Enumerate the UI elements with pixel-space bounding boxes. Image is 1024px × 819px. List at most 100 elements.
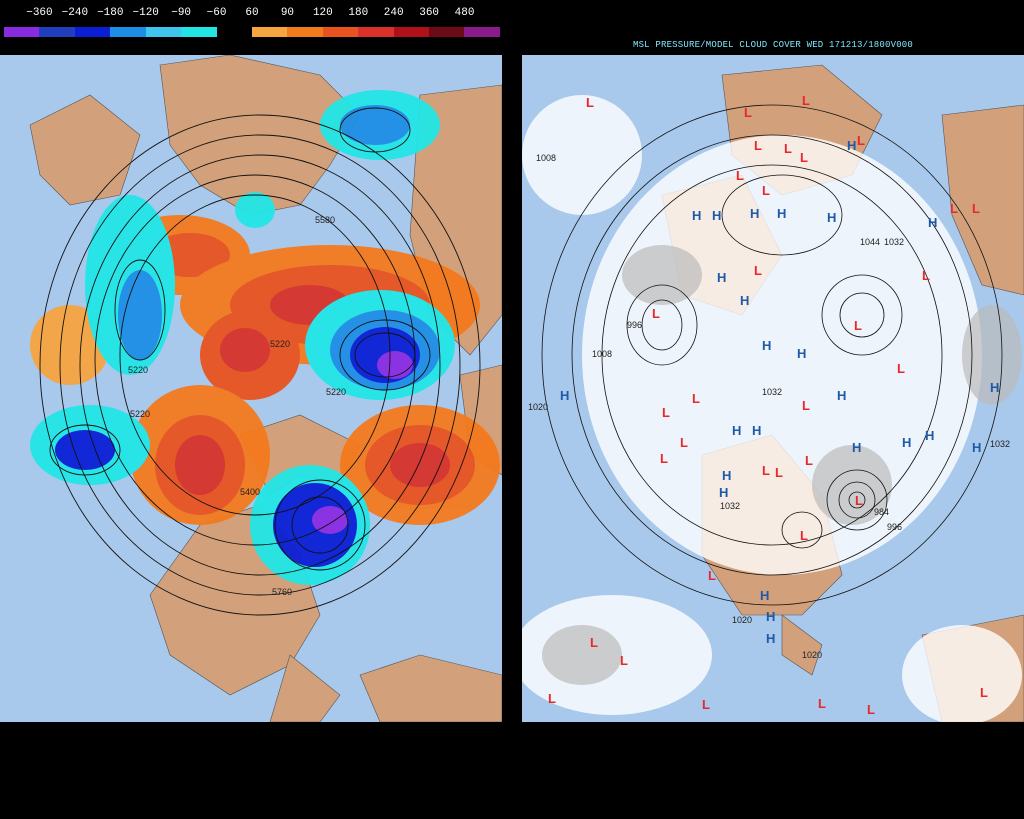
msl-pressure-panel: MSL PRESSURE/MODEL CLOUD COVER WED 17121… xyxy=(522,0,1024,819)
low-marker: L xyxy=(800,150,808,165)
high-marker: H xyxy=(847,138,856,153)
low-marker: L xyxy=(867,702,875,717)
colorbar-label: 120 xyxy=(312,7,333,19)
contour-label: 5580 xyxy=(315,215,335,225)
low-marker: L xyxy=(800,528,808,543)
low-marker: L xyxy=(762,463,770,478)
msl-pressure-map[interactable]: 1008 1020 1008 996 1044 1032 1032 1020 1… xyxy=(522,55,1024,722)
contour-label: 5220 xyxy=(130,409,150,419)
high-marker: H xyxy=(732,423,741,438)
msl-map-title: MSL PRESSURE/MODEL CLOUD COVER WED 17121… xyxy=(632,40,914,50)
low-marker: L xyxy=(586,95,594,110)
contour-label: 5220 xyxy=(270,339,290,349)
colorbar-swatch xyxy=(74,27,111,37)
colorbar-label: 240 xyxy=(383,7,404,19)
contour-label: 5400 xyxy=(240,487,260,497)
low-marker: L xyxy=(775,465,783,480)
colorbar-labels: −360 −240 −180 −120 −90 −60 60 90 120 180 240 360 48… xyxy=(4,6,500,22)
low-pressure-markers: L L L L L L L L L L L L L L L L L L L L xyxy=(548,93,988,717)
high-marker: H xyxy=(797,346,806,361)
colorbar-label: −60 xyxy=(206,7,227,19)
isobar-label: 1020 xyxy=(802,650,822,660)
low-marker: L xyxy=(680,435,688,450)
high-marker: H xyxy=(752,423,761,438)
isobar-label: 1032 xyxy=(990,439,1010,449)
high-marker: H xyxy=(766,609,775,624)
low-marker: L xyxy=(802,398,810,413)
low-marker: L xyxy=(897,361,905,376)
low-marker: L xyxy=(784,141,792,156)
low-marker: L xyxy=(818,696,826,711)
left-map-svg: 5580 5220 5220 5220 5220 5760 5400 xyxy=(0,55,502,722)
colorbar-swatch xyxy=(181,27,217,37)
high-marker: H xyxy=(972,440,981,455)
high-marker: H xyxy=(837,388,846,403)
high-marker: H xyxy=(719,485,728,500)
colorbar-swatch xyxy=(110,27,146,37)
high-marker: H xyxy=(902,435,911,450)
low-marker: L xyxy=(662,405,670,420)
colorbar-swatch xyxy=(287,27,323,37)
low-marker: L xyxy=(736,168,744,183)
isobar-label: 1044 xyxy=(860,237,880,247)
high-marker: H xyxy=(928,215,937,230)
low-marker: L xyxy=(857,133,865,148)
contour-label: 5220 xyxy=(326,387,346,397)
low-marker: L xyxy=(980,685,988,700)
low-marker: L xyxy=(754,263,762,278)
high-marker: H xyxy=(777,206,786,221)
isobar-label: 1032 xyxy=(720,501,740,511)
low-marker: L xyxy=(950,201,958,216)
colorbar-swatch xyxy=(145,27,182,37)
high-pressure-markers: H H H H H H H H H H H H H H H H H H H H xyxy=(560,138,999,646)
isobar-label: 984 xyxy=(874,507,889,517)
isobar-label: 1008 xyxy=(536,153,556,163)
low-marker: L xyxy=(660,451,668,466)
low-marker: L xyxy=(708,568,716,583)
colorbar-swatch xyxy=(251,27,288,37)
colorbar-swatch xyxy=(429,27,465,37)
high-marker: H xyxy=(717,270,726,285)
height-anomaly-panel: −360 −240 −180 −120 −90 −60 60 90 120 180 240 360 48… xyxy=(0,0,502,819)
left-contour-labels: 5580 5220 5220 5220 5220 5760 5400 xyxy=(128,215,346,597)
isobars xyxy=(541,104,1003,606)
low-marker: L xyxy=(855,493,863,508)
low-marker: L xyxy=(548,691,556,706)
high-marker: H xyxy=(740,293,749,308)
colorbar-label: −180 xyxy=(97,7,124,19)
high-marker: H xyxy=(852,440,861,455)
colorbar-label: 60 xyxy=(245,7,259,19)
low-marker: L xyxy=(805,453,813,468)
colorbar-swatch xyxy=(39,27,75,37)
colorbar-swatch xyxy=(322,27,359,37)
colorbar-swatch xyxy=(216,27,252,37)
high-marker: H xyxy=(692,208,701,223)
isobar-label: 1032 xyxy=(762,387,782,397)
height-anomaly-map[interactable]: 5580 5220 5220 5220 5220 5760 5400 xyxy=(0,55,502,722)
colorbar-swatch xyxy=(4,27,40,37)
colorbar-label: 180 xyxy=(348,7,369,19)
low-marker: L xyxy=(620,653,628,668)
high-marker: H xyxy=(712,208,721,223)
right-map-svg: 1008 1020 1008 996 1044 1032 1032 1020 1… xyxy=(522,55,1024,722)
low-marker: L xyxy=(652,306,660,321)
colorbar-label: 480 xyxy=(454,7,475,19)
high-marker: H xyxy=(925,428,934,443)
colorbar-label: −120 xyxy=(132,7,159,19)
isobar-label: 1020 xyxy=(528,402,548,412)
low-marker: L xyxy=(590,635,598,650)
low-marker: L xyxy=(692,391,700,406)
colorbar-label: −240 xyxy=(61,7,89,19)
high-marker: H xyxy=(750,206,759,221)
colorbar-label: 360 xyxy=(419,7,440,19)
isobar-label: 996 xyxy=(887,522,902,532)
isobar-label: 1020 xyxy=(732,615,752,625)
low-marker: L xyxy=(744,105,752,120)
high-marker: H xyxy=(560,388,569,403)
high-marker: H xyxy=(760,588,769,603)
isobar-label: 1032 xyxy=(884,237,904,247)
low-marker: L xyxy=(854,318,862,333)
low-marker: L xyxy=(754,138,762,153)
low-marker: L xyxy=(972,201,980,216)
low-marker: L xyxy=(922,268,930,283)
